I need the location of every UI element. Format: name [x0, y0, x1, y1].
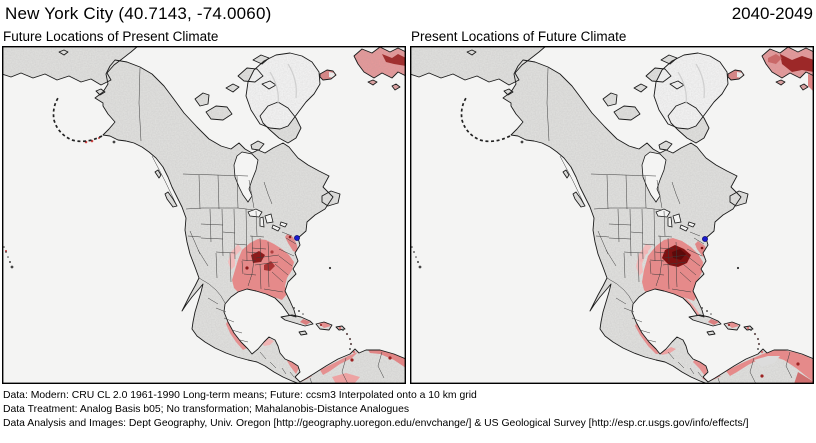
map-future-locations [2, 46, 406, 384]
north-america-map-right [410, 46, 814, 384]
credit-line-data: Data: Modern: CRU CL 2.0 1961-1990 Long-… [3, 390, 477, 401]
map-frame [2, 46, 406, 384]
nyc-marker [294, 235, 300, 241]
nyc-marker [702, 236, 708, 242]
period-label: 2040-2049 [731, 4, 813, 23]
data-credits: Data: Modern: CRU CL 2.0 1961-1990 Long-… [3, 389, 748, 431]
page-title: New York City (40.7143, -74.0060) [5, 4, 272, 23]
map-present-locations [410, 46, 814, 384]
left-map-title: Future Locations of Present Climate [3, 29, 219, 44]
map-frame [410, 46, 814, 384]
north-america-map-left [2, 46, 406, 384]
credit-line-treatment: Data Treatment: Analog Basis b05; No tra… [3, 404, 410, 415]
right-map-title: Present Locations of Future Climate [411, 29, 627, 44]
credit-line-analysis: Data Analysis and Images: Dept Geography… [3, 418, 749, 429]
